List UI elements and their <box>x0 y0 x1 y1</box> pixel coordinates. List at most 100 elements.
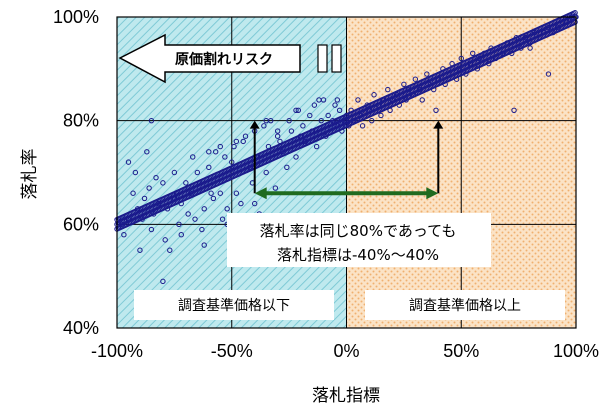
data-point-35 <box>231 143 237 150</box>
data-point-11 <box>162 237 168 243</box>
data-point-149 <box>153 174 159 181</box>
annotation-box <box>227 213 491 267</box>
y-axis-title: 落札率 <box>20 149 40 200</box>
data-point-81 <box>359 123 366 129</box>
arrow-right-head <box>433 120 444 129</box>
data-point-150 <box>178 232 184 238</box>
data-point-56 <box>293 154 299 160</box>
data-point-163 <box>206 149 212 155</box>
data-point-156 <box>217 143 223 150</box>
data-point-151 <box>201 242 207 248</box>
data-point-25 <box>201 206 207 212</box>
data-point-142 <box>545 71 552 77</box>
data-point-101 <box>424 71 430 77</box>
risk-arrow-tail-2 <box>331 44 342 73</box>
data-point-54 <box>286 117 292 124</box>
data-point-19 <box>185 211 191 217</box>
data-point-49 <box>272 185 279 191</box>
data-point-146 <box>121 232 127 238</box>
data-point-157 <box>233 138 240 145</box>
data-point-22 <box>194 169 201 176</box>
risk-arrow-tail-1 <box>317 44 328 73</box>
data-point-59 <box>300 123 306 129</box>
data-point-29 <box>212 149 219 155</box>
data-point-2 <box>130 190 136 196</box>
data-point-36 <box>233 190 240 196</box>
data-point-161 <box>316 97 322 103</box>
trend-point-1001 <box>572 10 578 16</box>
data-point-57 <box>295 107 302 114</box>
data-point-112 <box>458 55 464 62</box>
y-tick-labels: 40% 60% 80% 100% <box>53 7 99 338</box>
data-point-89 <box>385 86 391 93</box>
data-point-155 <box>252 200 258 207</box>
data-point-162 <box>334 97 341 103</box>
data-point-141 <box>527 45 533 51</box>
x-tick-labels: -100% -50% 0% 50% 100% <box>91 341 599 361</box>
data-point-160 <box>263 117 269 124</box>
data-point-38 <box>240 138 246 145</box>
data-point-140 <box>511 107 517 114</box>
data-point-115 <box>470 50 476 56</box>
data-points <box>114 10 579 285</box>
data-point-50 <box>274 133 281 139</box>
y-tick-label-3: 100% <box>53 7 99 27</box>
data-point-6 <box>146 185 152 191</box>
data-point-24 <box>199 226 205 233</box>
data-point-27 <box>208 190 214 196</box>
y-tick-label-0: 40% <box>63 318 99 338</box>
data-point-28 <box>210 195 217 202</box>
data-point-72 <box>336 107 343 114</box>
data-point-34 <box>229 159 235 165</box>
x-tick-label-1: -50% <box>211 341 253 361</box>
data-point-79 <box>355 97 361 103</box>
annotation-line-1: 落札率は同じ80%であっても <box>260 222 457 240</box>
annotation-line-2: 落札指標は-40%～40% <box>277 246 439 264</box>
region-label-left: 調査基準価格以下 <box>178 297 290 314</box>
data-point-84 <box>369 117 375 124</box>
annotation-arrows <box>249 120 444 200</box>
x-tick-label-0: -100% <box>91 341 143 361</box>
data-point-53 <box>284 164 290 171</box>
risk-arrow-label: 原価割れリスク <box>175 51 273 68</box>
data-point-147 <box>137 247 143 253</box>
data-point-61 <box>307 112 313 119</box>
data-point-13 <box>167 247 173 253</box>
x-tick-label-4: 100% <box>553 341 599 361</box>
data-point-98 <box>412 76 419 82</box>
data-point-104 <box>433 107 439 114</box>
data-point-37 <box>238 200 244 207</box>
data-point-55 <box>288 128 295 134</box>
data-point-33 <box>224 206 230 212</box>
data-point-166 <box>144 149 150 155</box>
x-tick-label-2: 0% <box>333 341 359 361</box>
data-point-64 <box>313 143 320 150</box>
data-point-21 <box>192 216 198 222</box>
data-point-46 <box>263 169 269 176</box>
data-point-87 <box>378 112 384 119</box>
data-point-31 <box>219 216 226 222</box>
data-point-159 <box>293 107 299 114</box>
data-point-30 <box>217 190 223 196</box>
y-tick-label-1: 60% <box>63 214 99 234</box>
x-tick-label-3: 50% <box>443 341 479 361</box>
data-point-39 <box>242 133 249 139</box>
region-label-box-right <box>365 290 565 320</box>
plot-border <box>116 16 577 329</box>
data-point-70 <box>332 102 338 108</box>
plot-frame <box>116 16 577 329</box>
data-point-65 <box>318 117 324 124</box>
y-tick-label-2: 80% <box>63 111 99 131</box>
range-arrow-head-right <box>426 187 439 200</box>
data-point-148 <box>160 278 166 285</box>
data-point-165 <box>132 169 139 176</box>
data-point-63 <box>311 102 318 108</box>
range-arrow-head-left <box>254 187 267 200</box>
arrow-left-head <box>249 120 260 129</box>
data-point-26 <box>206 164 212 171</box>
data-point-145 <box>125 159 132 165</box>
data-point-94 <box>401 81 407 88</box>
data-point-16 <box>176 221 182 228</box>
data-point-100 <box>419 97 425 103</box>
